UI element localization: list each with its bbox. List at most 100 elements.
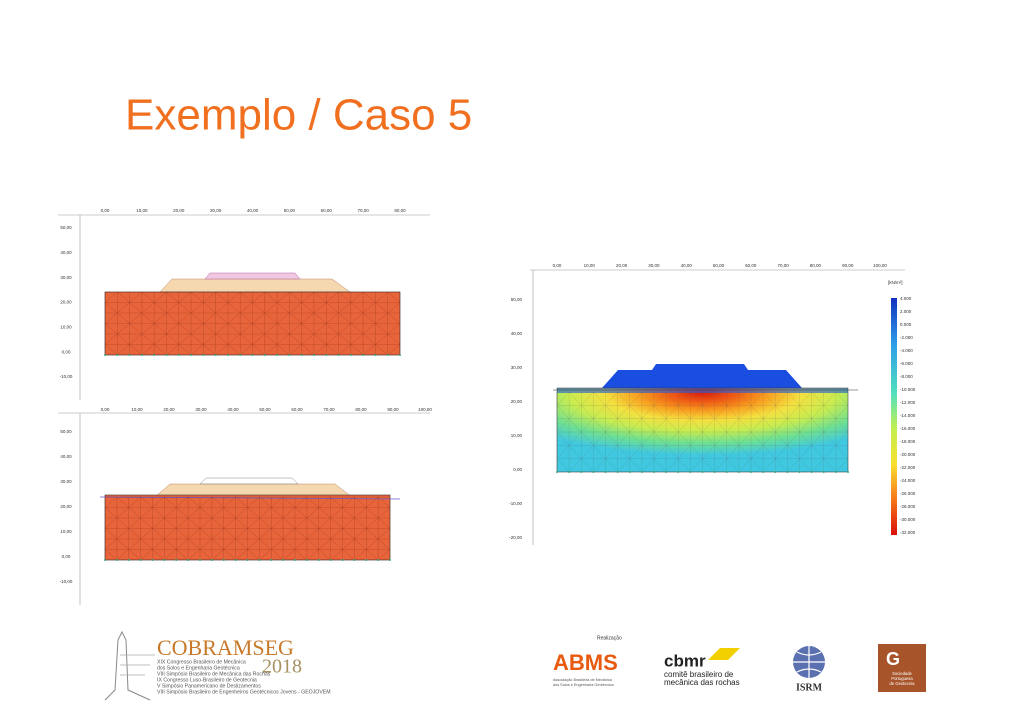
node bbox=[847, 471, 849, 473]
node bbox=[737, 471, 740, 473]
node bbox=[762, 471, 765, 473]
y-axis-label: 0,00 bbox=[513, 467, 522, 472]
y-axis-label: 10,00 bbox=[60, 529, 72, 534]
colorbar-label: -30.000 bbox=[900, 517, 916, 522]
colorbar-label: -24.000 bbox=[900, 478, 916, 483]
node bbox=[592, 471, 595, 473]
x-axis-label: 0,00 bbox=[101, 208, 110, 213]
logo-text: VIII Simpósio Brasileiro de Mecânica das… bbox=[157, 671, 271, 677]
node bbox=[234, 559, 237, 561]
node bbox=[305, 559, 308, 561]
x-axis-label: 60,00 bbox=[291, 407, 303, 412]
x-axis-label: 40,00 bbox=[227, 407, 239, 412]
node bbox=[580, 471, 583, 473]
node bbox=[568, 471, 571, 473]
node bbox=[115, 559, 118, 561]
node bbox=[153, 354, 156, 356]
logo-text: dos Solos e Engenharia Geotécnica bbox=[553, 683, 614, 687]
node bbox=[653, 471, 655, 473]
x-axis-label: 60,00 bbox=[321, 208, 333, 213]
node bbox=[689, 471, 692, 473]
node bbox=[677, 471, 680, 473]
node bbox=[556, 471, 558, 473]
y-axis-label: 10,00 bbox=[60, 325, 72, 330]
colorbar-label: -22.000 bbox=[900, 465, 916, 470]
node bbox=[329, 559, 332, 561]
node bbox=[116, 354, 119, 356]
logo-abms: Realização ABMS Associação Brasileira de… bbox=[553, 635, 622, 687]
node bbox=[810, 471, 813, 473]
node bbox=[226, 354, 229, 356]
node bbox=[374, 354, 377, 356]
colorbar-label: -8.000 bbox=[900, 374, 913, 379]
node bbox=[127, 559, 130, 561]
node bbox=[300, 354, 303, 356]
y-axis-label: 40,00 bbox=[60, 454, 72, 459]
y-axis-label: -10,00 bbox=[60, 579, 73, 584]
node bbox=[187, 559, 190, 561]
logo-text: Portuguesa bbox=[891, 676, 913, 681]
x-axis-label: 70,00 bbox=[777, 263, 789, 268]
node bbox=[822, 471, 825, 473]
logo-text: V Simpósio Panamericano de Deslizamentos bbox=[157, 683, 261, 689]
mesh bbox=[104, 496, 391, 561]
node bbox=[349, 354, 352, 356]
x-axis-label: 40,00 bbox=[247, 208, 259, 213]
spg-g: G bbox=[886, 649, 900, 669]
colorbar-label: 4.000 bbox=[900, 296, 912, 301]
node bbox=[317, 559, 320, 561]
x-axis-label: 70,00 bbox=[323, 407, 335, 412]
colorbar-label: -12.000 bbox=[900, 400, 916, 405]
logo-text: dos Solos e Engenharia Geotécnica bbox=[157, 665, 240, 671]
x-axis-label: 80,00 bbox=[394, 208, 406, 213]
colorbar-label: -18.000 bbox=[900, 439, 916, 444]
node bbox=[214, 354, 217, 356]
colorbar-label: -10.000 bbox=[900, 387, 916, 392]
node bbox=[774, 471, 777, 473]
panel-bottom bbox=[58, 412, 430, 605]
y-axis-label: -10,00 bbox=[60, 374, 73, 379]
colorbar-label: -28.000 bbox=[900, 504, 916, 509]
node bbox=[202, 354, 205, 356]
isrm: ISRM bbox=[796, 682, 823, 693]
colorbar-label: 0.000 bbox=[900, 322, 912, 327]
y-axis-label: 30,00 bbox=[60, 275, 72, 280]
node bbox=[263, 354, 266, 356]
node bbox=[362, 354, 365, 356]
y-axis-label: -20,00 bbox=[509, 535, 522, 540]
node bbox=[190, 354, 193, 356]
node bbox=[282, 559, 285, 561]
node bbox=[389, 559, 391, 561]
node bbox=[399, 354, 401, 356]
colorbar-label: 2.000 bbox=[900, 309, 912, 314]
x-axis-label: 80,00 bbox=[355, 407, 367, 412]
node bbox=[786, 471, 789, 473]
node bbox=[222, 559, 225, 561]
logo-cobramseg: COBRAMSEG 2018 XIX Congresso Brasileiro … bbox=[104, 630, 331, 701]
node bbox=[616, 471, 619, 473]
x-axis-label: 50,00 bbox=[259, 407, 271, 412]
logo-year: 2018 bbox=[262, 656, 302, 678]
x-axis-label: 50,00 bbox=[713, 263, 725, 268]
node bbox=[151, 559, 154, 561]
x-axis-label: 90,00 bbox=[387, 407, 399, 412]
colorbar-label: -6.000 bbox=[900, 361, 913, 366]
node bbox=[276, 354, 279, 356]
node bbox=[665, 471, 668, 473]
node bbox=[165, 354, 168, 356]
x-axis-label: 70,00 bbox=[357, 208, 369, 213]
x-axis-label: 40,00 bbox=[681, 263, 693, 268]
panel-top bbox=[58, 214, 430, 400]
node bbox=[834, 471, 837, 473]
y-axis-label: 20,00 bbox=[60, 504, 72, 509]
abms: ABMS bbox=[553, 650, 618, 675]
node bbox=[258, 559, 261, 561]
node bbox=[798, 471, 801, 473]
logo-text: IX Congresso Luso-Brasileiro de Geotecni… bbox=[157, 677, 257, 683]
colorbar-label: -20.000 bbox=[900, 452, 916, 457]
node bbox=[239, 354, 242, 356]
logo-isrm: ISRM bbox=[793, 646, 825, 693]
x-axis-label: 100,00 bbox=[873, 263, 887, 268]
node bbox=[325, 354, 328, 356]
